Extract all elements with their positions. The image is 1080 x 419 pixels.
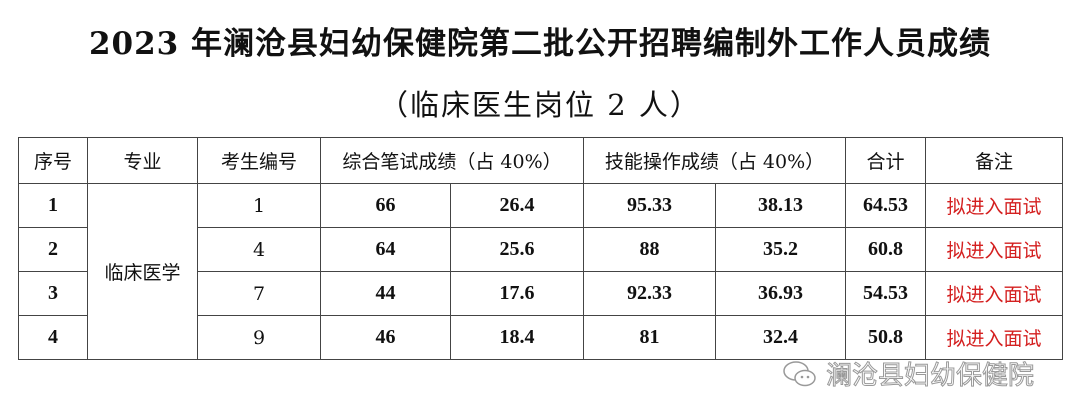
table-row: 1 临床医学 1 66 26.4 95.33 38.13 64.53 拟进入面试 (18, 183, 1063, 360)
cell-id: 7 (197, 271, 321, 316)
header-note: 备注 (925, 137, 1063, 184)
cell-written-weighted: 26.4 (450, 183, 584, 228)
cell-skill: 92.33 (583, 271, 716, 316)
cell-no: 4 (18, 315, 88, 360)
cell-written-weighted: 17.6 (450, 271, 584, 316)
cell-id: 1 (197, 183, 321, 228)
table-row: 2 4 64 25.6 88 35.2 60.8 拟进入面试 (18, 227, 1063, 272)
header-written: 综合笔试成绩（占 40%） (320, 137, 584, 184)
cell-written: 66 (320, 183, 451, 228)
cell-written-weighted: 25.6 (450, 227, 584, 272)
page-subtitle: （临床医生岗位 2 人） (379, 88, 701, 122)
score-table: 序号 专业 考生编号 综合笔试成绩（占 40%） 技能操作成绩（占 40%） 合… (18, 137, 1063, 360)
cell-written: 46 (320, 315, 451, 360)
table-row: 4 9 46 18.4 81 32.4 50.8 拟进入面试 (18, 315, 1063, 360)
page-title: 2023 年澜沧县妇幼保健院第二批公开招聘编制外工作人员成绩 (88, 26, 992, 62)
header-row: 序号 专业 考生编号 综合笔试成绩（占 40%） 技能操作成绩（占 40%） 合… (18, 137, 1063, 184)
cell-id: 4 (197, 227, 321, 272)
cell-skill-weighted: 38.13 (715, 183, 846, 228)
watermark: 澜沧县妇幼保健院 (782, 355, 1035, 392)
header-major: 专业 (87, 137, 198, 184)
cell-written: 44 (320, 271, 451, 316)
cell-total: 54.53 (845, 271, 926, 316)
header-total: 合计 (845, 137, 926, 184)
header-id: 考生编号 (197, 137, 321, 184)
cell-note: 拟进入面试 (925, 183, 1063, 228)
header-skill: 技能操作成绩（占 40%） (583, 137, 846, 184)
cell-total: 64.53 (845, 183, 926, 228)
table-row: 3 7 44 17.6 92.33 36.93 54.53 拟进入面试 (18, 271, 1063, 316)
cell-no: 2 (18, 227, 88, 272)
watermark-text: 澜沧县妇幼保健院 (825, 361, 1035, 392)
cell-note: 拟进入面试 (925, 315, 1063, 360)
cell-skill-weighted: 36.93 (715, 271, 846, 316)
cell-skill-weighted: 35.2 (715, 227, 846, 272)
cell-written: 64 (320, 227, 451, 272)
cell-no: 3 (18, 271, 88, 316)
header-no: 序号 (18, 137, 88, 184)
cell-note: 拟进入面试 (925, 271, 1063, 316)
cell-no: 1 (18, 183, 88, 228)
cell-skill: 81 (583, 315, 716, 360)
cell-note: 拟进入面试 (925, 227, 1063, 272)
wechat-icon (783, 360, 816, 386)
cell-total: 60.8 (845, 227, 926, 272)
cell-written-weighted: 18.4 (450, 315, 584, 360)
cell-major: 临床医学 (87, 183, 198, 360)
cell-skill: 95.33 (583, 183, 716, 228)
cell-id: 9 (197, 315, 321, 360)
cell-skill: 88 (583, 227, 716, 272)
cell-skill-weighted: 32.4 (715, 315, 846, 360)
cell-total: 50.8 (845, 315, 926, 360)
